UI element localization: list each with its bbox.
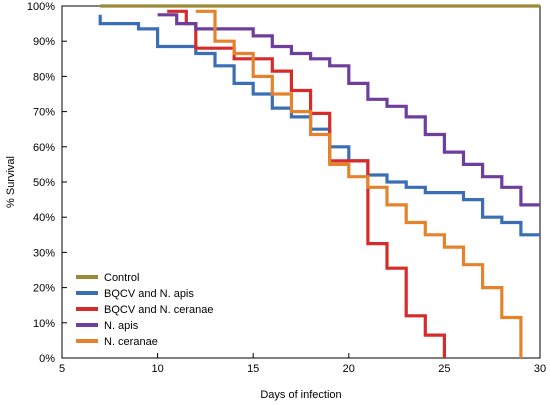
axis-ticks: 5 10 15 20 25 30 0% 10% 20% 30% 40% 50% 60% 70% 80% 90%…: [27, 1, 546, 375]
y-tick-label: 60%: [33, 142, 55, 154]
y-tick-label: 80%: [33, 71, 55, 83]
legend-label: N. apis: [104, 320, 139, 332]
y-tick-label: 20%: [33, 283, 55, 295]
x-tick-label: 10: [151, 363, 163, 375]
y-tick-label: 40%: [33, 212, 55, 224]
y-tick-label: 30%: [33, 247, 55, 259]
legend-label: BQCV and N. apis: [104, 288, 194, 300]
x-tick-label: 30: [534, 363, 546, 375]
y-tick-label: 100%: [27, 1, 55, 13]
x-tick-label: 15: [247, 363, 259, 375]
legend-label: N. ceranae: [104, 336, 158, 348]
series-lines: [98, 4, 540, 358]
x-tick-label: 20: [343, 363, 355, 375]
x-axis-title: Days of infection: [260, 389, 341, 401]
legend: Control BQCV and N. apis BQCV and N. ceran…: [76, 272, 213, 348]
series-line-n-apis: [157, 13, 540, 207]
y-tick-label: 70%: [33, 107, 55, 119]
series-line-bqcv-and-n-apis: [98, 14, 540, 237]
y-tick-label: 50%: [33, 177, 55, 189]
y-tick-label: 0%: [39, 353, 55, 365]
x-tick-label: 5: [59, 363, 65, 375]
y-tick-label: 90%: [33, 36, 55, 48]
legend-label: BQCV and N. ceranae: [104, 304, 213, 316]
series-line-bqcv-and-n-ceranae: [167, 9, 446, 358]
x-tick-label: 25: [438, 363, 450, 375]
y-tick-label: 10%: [33, 318, 55, 330]
legend-label: Control: [104, 272, 139, 284]
series-line-n-ceranae: [195, 9, 523, 358]
y-axis-title: % Survival: [5, 156, 17, 208]
